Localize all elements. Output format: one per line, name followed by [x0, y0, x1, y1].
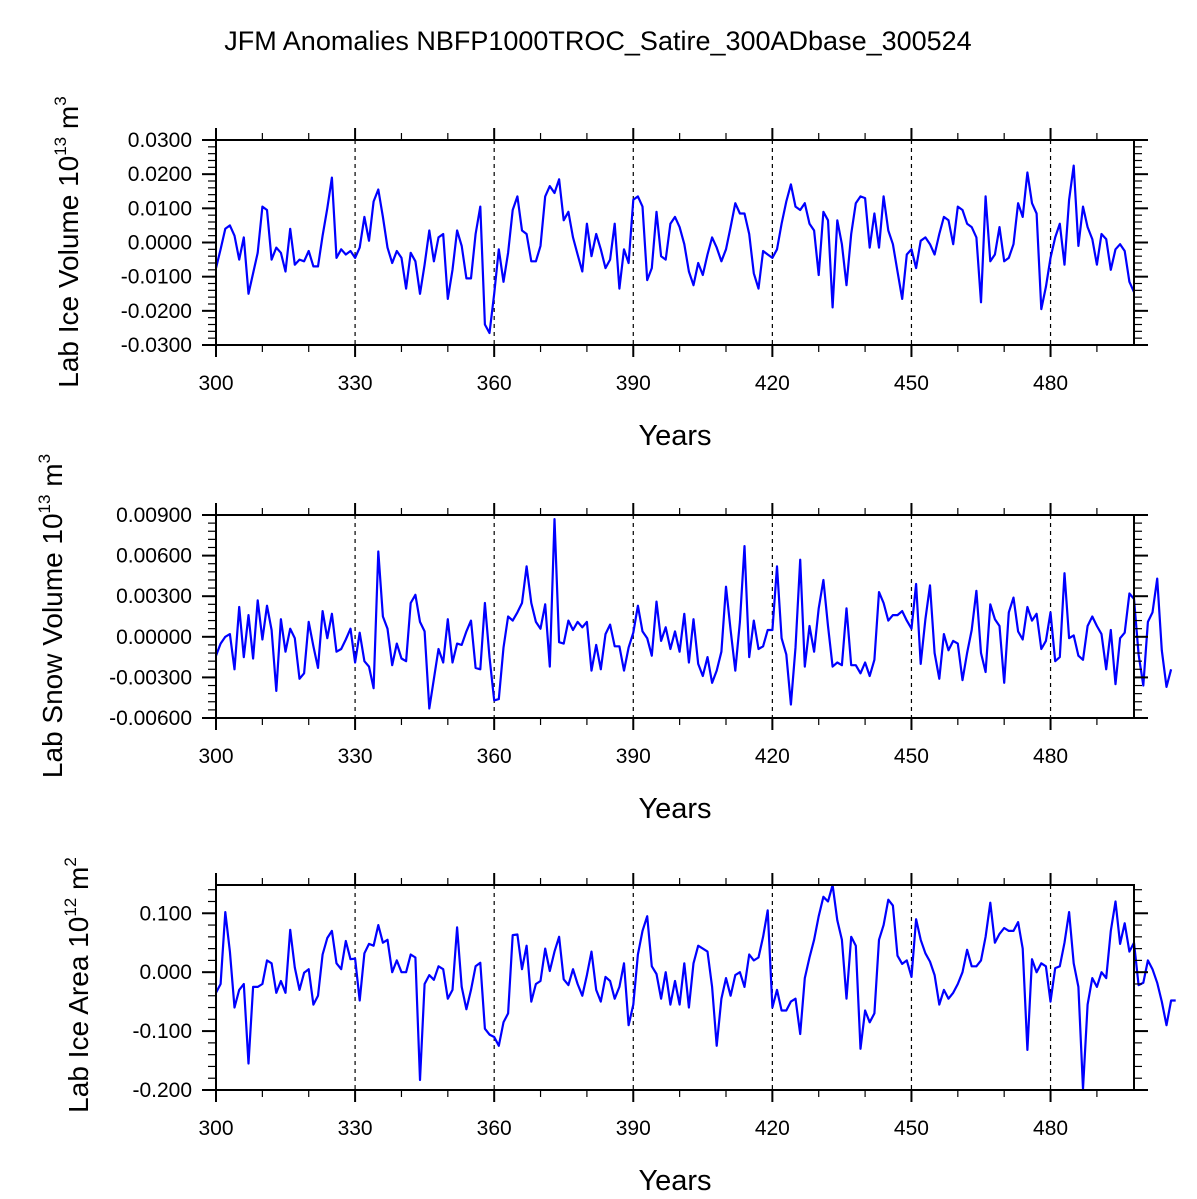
x-tick-label: 480 [1033, 745, 1068, 768]
x-tick-label: 420 [755, 745, 790, 768]
y-axis-title-text: Lab Snow Volume 10 [37, 513, 68, 778]
y-tick-label: 0.00000 [116, 626, 192, 649]
x-tick-label: 330 [338, 745, 373, 768]
y-tick-label: -0.0100 [121, 266, 192, 289]
x-tick-label: 390 [616, 745, 651, 768]
x-tick-label: 300 [198, 745, 233, 768]
x-tick-label: 450 [894, 1117, 929, 1140]
y-axis-title: Lab Ice Area 1012 m2 [61, 857, 94, 1113]
x-tick-label: 360 [477, 745, 512, 768]
x-tick-label: 420 [755, 372, 790, 395]
y-tick-label: 0.0300 [128, 129, 192, 152]
y-tick-label: 0.00900 [116, 504, 192, 527]
y-axis-title: Lab Ice Volume 1013 m3 [51, 96, 84, 387]
y-tick-label: -0.00300 [109, 666, 192, 689]
y-axis-title-unit-exponent: 3 [51, 96, 70, 105]
x-tick-label: 450 [894, 745, 929, 768]
x-axis-title: Years [638, 793, 711, 825]
y-tick-label: 0.100 [139, 902, 192, 925]
y-tick-label: -0.200 [132, 1079, 192, 1102]
x-tick-label: 480 [1033, 1117, 1068, 1140]
y-tick-label: 0.00300 [116, 585, 192, 608]
x-tick-label: 300 [198, 372, 233, 395]
y-tick-label: 0.00600 [116, 545, 192, 568]
x-tick-label: 330 [338, 1117, 373, 1140]
x-tick-label: 480 [1033, 372, 1068, 395]
y-tick-label: 0.000 [139, 961, 192, 984]
y-axis-title-unit: m [53, 106, 84, 137]
series-line [214, 517, 1173, 710]
y-axis-title-text: Lab Ice Volume 10 [53, 156, 84, 388]
y-axis-title-exponent: 13 [35, 495, 54, 514]
x-tick-label: 300 [198, 1117, 233, 1140]
y-tick-label: -0.00600 [109, 707, 192, 730]
y-axis-title-unit: m [37, 463, 68, 494]
x-axis-title: Years [638, 1165, 711, 1197]
x-axis-title: Years [638, 420, 711, 452]
panel-ice-volume: 300 330 360 390 420 450 480 Years 0.0300 0.0200 0.… [51, 96, 1148, 452]
x-tick-label: 330 [338, 372, 373, 395]
panel-snow-volume: 300 330 360 390 420 450 480 Years 0.00900 0.00600… [35, 454, 1173, 825]
x-tick-label: 450 [894, 372, 929, 395]
y-tick-label: -0.100 [132, 1020, 192, 1043]
x-tick-label: 390 [616, 1117, 651, 1140]
plot-frame [215, 514, 1135, 719]
y-tick-label: -0.0200 [121, 300, 192, 323]
y-tick-label: 0.0200 [128, 163, 192, 186]
y-tick-label: 0.0000 [128, 232, 192, 255]
x-tick-label: 360 [477, 1117, 512, 1140]
series-line [215, 883, 1176, 1090]
x-tick-label: 420 [755, 1117, 790, 1140]
y-axis-title-exponent: 13 [51, 137, 70, 156]
y-axis-title-exponent: 12 [61, 898, 80, 917]
y-axis-title-unit: m [63, 867, 94, 898]
plot-frame [215, 884, 1135, 1091]
y-axis-title: Lab Snow Volume 1013 m3 [35, 454, 68, 778]
chart-title: JFM Anomalies NBFP1000TROC_Satire_300ADb… [224, 26, 971, 56]
y-tick-label: 0.0100 [128, 197, 192, 220]
panels: 300 330 360 390 420 450 480 Years 0.0300 0.0200 0.… [35, 96, 1176, 1197]
series-line [214, 164, 1136, 335]
y-axis-title-unit-exponent: 3 [35, 454, 54, 463]
y-axis-title-text: Lab Ice Area 10 [63, 917, 94, 1113]
y-axis-title-unit-exponent: 2 [61, 857, 80, 866]
y-tick-label: -0.0300 [121, 334, 192, 357]
x-tick-label: 390 [616, 372, 651, 395]
x-tick-label: 360 [477, 372, 512, 395]
panel-ice-area: 300 330 360 390 420 450 480 Years 0.100 0.000 -0.1… [61, 857, 1176, 1197]
